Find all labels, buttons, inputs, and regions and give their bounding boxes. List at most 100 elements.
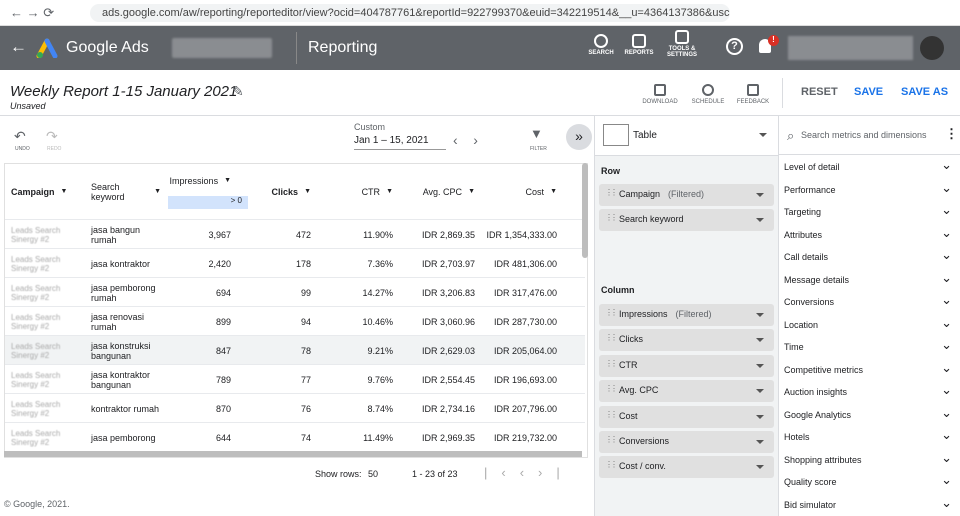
dimension-chip[interactable]: Cost (599, 405, 774, 428)
table-row[interactable]: Leads Search Sinergy #2 jasa pemborong ru… (5, 277, 585, 306)
chip-name: Conversions (619, 436, 670, 446)
tools-icon[interactable]: TOOLS & SETTINGS (657, 30, 707, 58)
impressions-filter[interactable]: > 0 (168, 196, 248, 209)
header-row (5, 164, 585, 219)
divider (782, 78, 783, 108)
table-cell: IDR 481,306.00 (493, 258, 557, 269)
column-header[interactable]: Campaign ▼ (11, 164, 81, 219)
scrollbar[interactable] (582, 163, 588, 258)
metrics-panel: ⌕ Search metrics and dimensions ⋮ Level … (778, 116, 960, 516)
nav-buttons[interactable]: ← → ⟳ (10, 5, 55, 20)
h-scrollbar[interactable] (4, 451, 582, 457)
collapse-panel[interactable]: » (566, 124, 592, 150)
help-icon[interactable]: ? (726, 38, 743, 55)
table-cell: 7.36% (367, 258, 393, 269)
table-cell: IDR 219,732.00 (493, 432, 557, 443)
table-cell: jasa pemborong rumah (91, 282, 156, 303)
metric-category[interactable]: Attributes (784, 225, 954, 241)
column-heading: Column (601, 285, 635, 295)
report-title[interactable]: Weekly Report 1-15 January 2021 (10, 83, 238, 100)
date-range[interactable]: Jan 1 – 15, 2021 (354, 135, 446, 150)
column-header[interactable]: Search keyword ▼ (91, 164, 161, 219)
dimension-chip[interactable]: Campaign (Filtered) (599, 184, 774, 206)
dimension-chip[interactable]: Avg. CPC (599, 380, 774, 403)
dimension-chip[interactable]: Conversions (599, 431, 774, 453)
table-cell: IDR 2,703.97 (421, 258, 475, 269)
view-select[interactable]: Table (595, 116, 779, 156)
date-nav[interactable]: ‹ › (453, 132, 478, 148)
metric-category[interactable]: Auction insights (784, 382, 954, 398)
metric-category[interactable]: Quality score (784, 472, 954, 488)
edit-icon[interactable]: ✎ (232, 83, 244, 99)
rows-select[interactable]: 50 (368, 469, 379, 479)
table-row[interactable]: Leads Search Sinergy #2 jasa kontraktor 2,… (5, 248, 585, 277)
metric-category[interactable]: Message details (784, 270, 954, 286)
save-button[interactable]: SAVE (854, 86, 884, 98)
column-header[interactable]: Impressions ▼ (155, 164, 231, 208)
chip-name: CTR (619, 359, 638, 370)
reset-button[interactable]: RESET (801, 86, 838, 98)
report-titlebar: Weekly Report 1-15 January 2021 ✎ Unsave… (0, 70, 960, 116)
column-header-label: CTR (361, 186, 381, 197)
table-row[interactable]: Leads Search Sinergy #2 jasa renovasi rum… (5, 306, 585, 335)
url-bar[interactable]: ads.google.com/aw/reporting/reporteditor… (90, 4, 730, 22)
metric-category[interactable]: Call details (784, 247, 954, 263)
reports-icon[interactable]: REPORTS (614, 34, 664, 56)
metric-category[interactable]: Targeting (784, 202, 954, 218)
redo-icon[interactable]: ↷ (46, 128, 58, 144)
account-blurred[interactable] (172, 38, 272, 58)
metric-category[interactable]: Time (784, 337, 954, 353)
table-row[interactable]: Leads Search Sinergy #2 jasa pemborong 644… (5, 422, 585, 451)
back-button[interactable]: ← (10, 37, 27, 56)
dimension-chip[interactable]: Clicks (599, 329, 774, 352)
sort-arrow: ▼ (386, 188, 393, 195)
column-header[interactable]: CTR ▼ (315, 164, 393, 219)
table-cell: 74 (300, 432, 311, 443)
table-row[interactable]: Leads Search Sinergy #2 jasa konstruksi b… (5, 335, 585, 364)
chip-name: Cost / conv. (619, 461, 666, 472)
campaign-cell: Leads Search Sinergy #2 (11, 341, 61, 360)
metrics-search[interactable]: Search metrics and dimensions (801, 130, 927, 140)
toolbar: ↶ UNDO ↷ REDO Custom Jan 1 – 15, 2021 ‹ … (0, 116, 594, 162)
table-row[interactable]: Leads Search Sinergy #2 jasa kontraktor b… (5, 364, 585, 393)
metric-category[interactable]: Location (784, 315, 954, 331)
dimension-chip[interactable]: Cost / conv. (599, 456, 774, 479)
table-row[interactable]: Leads Search Sinergy #2 jasa bangun rumah… (5, 219, 585, 248)
sort-arrow: ▼ (60, 188, 68, 195)
search-icon[interactable]: SEARCH (576, 34, 626, 56)
metric-category[interactable]: Shopping attributes (784, 450, 954, 466)
filter-icon[interactable]: ▼ (530, 126, 543, 141)
table-row[interactable]: Leads Search Sinergy #2 kontraktor rumah 8… (5, 393, 585, 422)
column-header[interactable]: Avg. CPC ▼ (397, 164, 475, 219)
dimension-chip[interactable]: Impressions (Filtered) (599, 304, 774, 326)
table-cell: IDR 317,476.00 (493, 287, 557, 298)
pagination-buttons[interactable]: |‹‹›| (484, 465, 574, 480)
metric-category[interactable]: Competitive metrics (784, 360, 954, 376)
table-cell: 76 (300, 403, 311, 414)
table-icon (603, 124, 629, 146)
save-as-button[interactable]: SAVE AS (901, 86, 949, 98)
column-header[interactable]: Clicks ▼ (235, 164, 311, 219)
dimension-chip[interactable]: Search keyword (599, 209, 774, 232)
campaign-cell: Leads Search Sinergy #2 (11, 370, 61, 389)
undo-icon[interactable]: ↶ (14, 128, 26, 144)
sort-arrow: ▼ (468, 188, 475, 195)
table-cell: 472 (295, 229, 311, 240)
schedule-button[interactable]: SCHEDULE (686, 84, 730, 105)
metric-category[interactable]: Hotels (784, 427, 954, 443)
download-button[interactable]: DOWNLOAD (638, 84, 682, 105)
avatar[interactable] (920, 36, 944, 60)
chip-note: (Filtered) (675, 309, 712, 319)
more-menu[interactable]: ⋮ (945, 126, 958, 141)
feedback-button[interactable]: FEEDBACK (731, 84, 775, 105)
section-title: Reporting (308, 39, 378, 56)
metric-category[interactable]: Google Analytics (784, 405, 954, 421)
campaign-cell: Leads Search Sinergy #2 (11, 225, 61, 244)
metric-category[interactable]: Conversions (784, 292, 954, 308)
metric-category[interactable]: Level of detail (784, 157, 954, 173)
metric-category[interactable]: Performance (784, 180, 954, 196)
dimension-chip[interactable]: CTR (599, 354, 774, 377)
metric-category[interactable]: Bid simulator (784, 495, 954, 511)
column-header[interactable]: Cost ▼ (479, 164, 557, 219)
user-blurred (788, 36, 913, 60)
